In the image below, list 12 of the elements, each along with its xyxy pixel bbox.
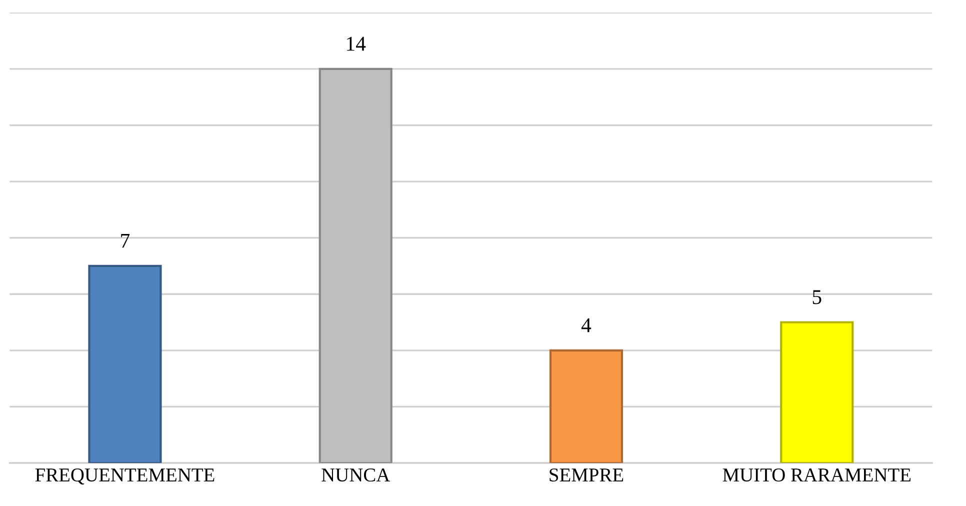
bar [318,68,392,463]
data-label: 14 [347,36,366,51]
x-tick-label: NUNCA [322,468,390,482]
x-tick-label: FREQUENTEMENTE [35,468,214,484]
bar [549,349,624,463]
data-label: 7 [121,234,130,248]
data-label: 5 [812,290,822,304]
bar [88,264,162,463]
x-tick-label: SEMPRE [550,468,624,482]
x-tick-label: MUITO RARAMENTE [722,468,911,482]
bar [780,321,854,463]
data-label: 4 [581,318,592,332]
